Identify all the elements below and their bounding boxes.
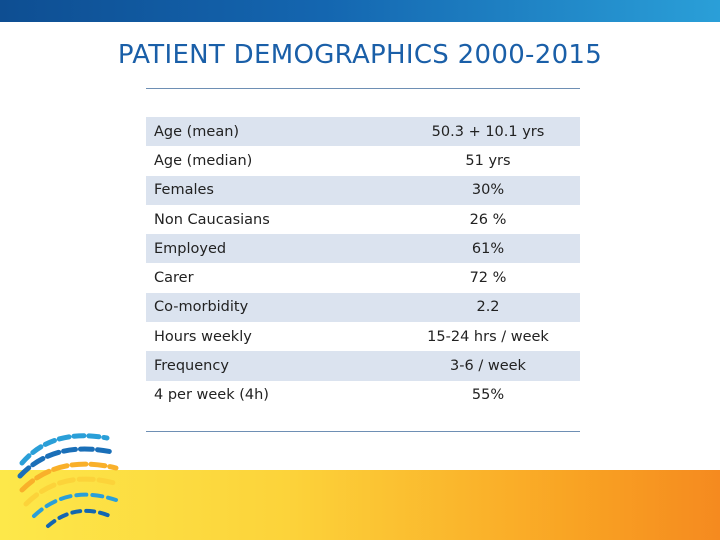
row-value-text: 50.3 + 10.1 yrs (431, 123, 545, 140)
row-value: 30% (471, 182, 505, 199)
table-row: 4 per week (4h) 55% (146, 381, 580, 410)
row-value: 72 % (469, 270, 507, 287)
row-label: Co-morbidity (154, 299, 249, 316)
row-label: Employed (154, 240, 227, 257)
top-divider (146, 88, 580, 89)
row-label: Females (154, 182, 214, 199)
table-row: Hours weekly 15-24 hrs / week (146, 322, 580, 351)
top-banner (0, 0, 720, 22)
row-value: 2.2 (476, 299, 500, 316)
table-row: Co-morbidity 2.2 (146, 292, 580, 323)
table-row: Age (mean) 50.3 + 10.1 yrs (146, 117, 580, 147)
row-value: 15-24 hrs / week (427, 328, 549, 345)
row-label: Age (median) (154, 152, 253, 169)
demographics-table: Age (mean) 50.3 + 10.1 yrs Age (median) … (146, 117, 580, 410)
row-label: Non Caucasians (154, 211, 270, 228)
row-label: Age (mean) (154, 123, 240, 140)
table-row: Employed 61% (146, 234, 580, 264)
table-row: Carer 72 % (146, 263, 580, 292)
row-label: 4 per week (4h) (154, 387, 269, 404)
bottom-divider (146, 431, 580, 432)
table-row: Non Caucasians 26 % (146, 205, 580, 234)
row-value: 55% (471, 387, 505, 404)
row-value: 3-6 / week (450, 358, 526, 375)
table-row: Females 30% (146, 175, 580, 205)
table-row: Frequency 3-6 / week (146, 351, 580, 381)
globe-swirl-logo-icon (17, 433, 121, 528)
row-value: 61% (471, 240, 505, 257)
bottom-banner (0, 470, 720, 540)
page-title: PATIENT DEMOGRAPHICS 2000-2015 (117, 40, 603, 70)
row-value: 51 yrs (465, 152, 511, 169)
row-label: Hours weekly (154, 328, 252, 345)
row-label: Frequency (154, 358, 229, 375)
row-label: Carer (154, 270, 194, 287)
table-row: Age (median) 51 yrs (146, 146, 580, 175)
row-value: 50.3 + 10.1 yrs (396, 124, 580, 140)
row-value: 26 % (469, 211, 507, 228)
